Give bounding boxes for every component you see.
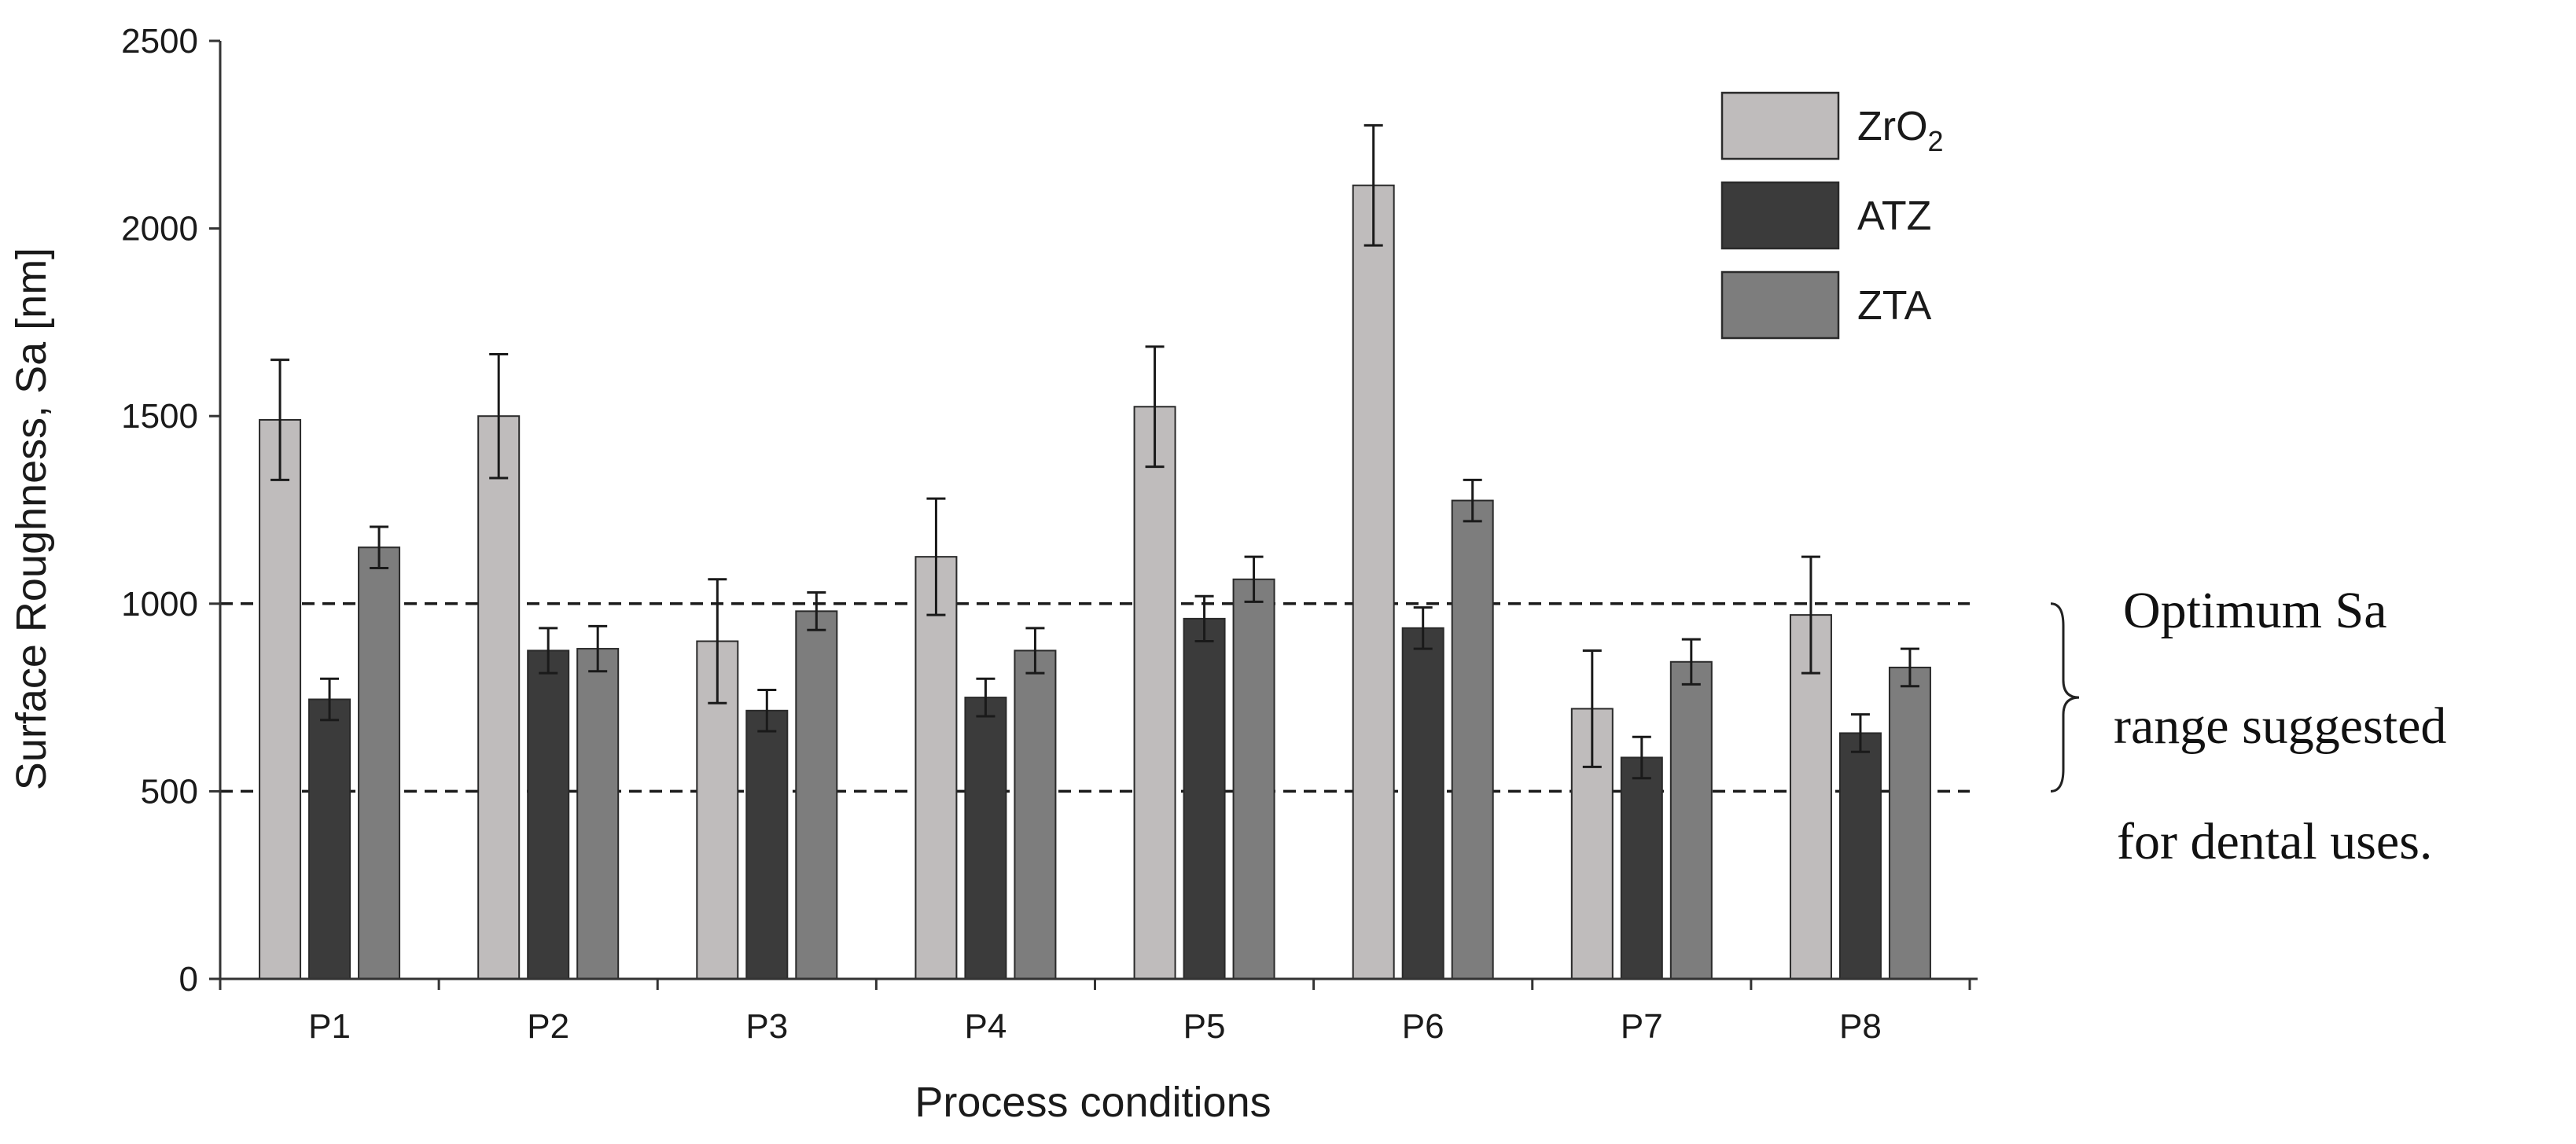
x-tick-label-p2: P2	[527, 1007, 569, 1046]
y-tick-labels: 0 500 1000 1500 2000 2500	[121, 22, 198, 999]
error-bar-zro2-p7	[1582, 649, 1602, 768]
bar-atz-p2	[527, 649, 570, 980]
bar-zta-p8	[1888, 666, 1931, 980]
legend-label-zro2: ZrO2	[1857, 104, 1944, 157]
bar-zta-p1	[358, 546, 401, 980]
axes	[209, 39, 1978, 990]
x-tick-label-p1: P1	[308, 1007, 351, 1046]
x-tick-label-p4: P4	[965, 1007, 1007, 1046]
optimum-range-annotation: Optimum Sa range suggested for dental us…	[2050, 582, 2446, 870]
error-bar-zta-p7	[1681, 638, 1701, 686]
legend-item-zta: ZTA	[1720, 270, 1932, 340]
y-axis-title: Surface Roughness, Sa [nm]	[8, 248, 55, 790]
error-bar-zta-p3	[807, 590, 826, 631]
annotation-line-1: Optimum Sa	[2123, 582, 2387, 639]
error-bar-atz-p1	[320, 677, 340, 722]
y-tick-label-2000: 2000	[121, 210, 198, 248]
bar-atz-p1	[308, 698, 351, 980]
y-tick-label-0: 0	[179, 960, 198, 999]
error-bar-atz-p6	[1413, 606, 1433, 650]
legend-item-atz: ATZ	[1720, 181, 1931, 250]
x-tick-labels: P1 P2 P3 P4 P5 P6 P7 P8	[308, 1007, 1882, 1046]
x-tick-label-p5: P5	[1183, 1007, 1226, 1046]
error-bar-atz-p4	[976, 677, 995, 718]
bar-zro2-p6	[1352, 184, 1395, 980]
bar-zta-p3	[795, 610, 838, 980]
error-bar-zro2-p6	[1363, 123, 1383, 247]
bar-atz-p8	[1838, 732, 1882, 980]
legend-swatch-zta	[1720, 270, 1840, 340]
bar-zro2-p2	[477, 415, 521, 980]
bar-zro2-p1	[259, 418, 302, 980]
error-bar-zro2-p2	[489, 352, 509, 480]
annotation-line-3: for dental uses.	[2117, 813, 2432, 870]
legend-swatch-atz	[1720, 181, 1840, 250]
error-bar-zta-p1	[370, 525, 389, 569]
error-bar-atz-p2	[539, 627, 558, 675]
error-bars-group	[270, 123, 1919, 780]
error-bar-zta-p5	[1244, 555, 1264, 603]
bar-zro2-p5	[1133, 406, 1176, 980]
y-tick-label-1500: 1500	[121, 397, 198, 436]
error-bar-atz-p8	[1850, 713, 1870, 753]
error-bar-zta-p4	[1025, 627, 1045, 675]
error-bar-zro2-p1	[270, 359, 290, 481]
bars-group	[259, 184, 1931, 980]
bar-zta-p4	[1014, 649, 1057, 980]
legend-label-atz: ATZ	[1857, 193, 1931, 239]
error-bar-zta-p8	[1900, 647, 1919, 688]
x-tick-label-p7: P7	[1621, 1007, 1663, 1046]
error-bar-zro2-p5	[1145, 345, 1165, 469]
legend-label-zta: ZTA	[1857, 283, 1932, 329]
bar-zta-p2	[576, 648, 620, 980]
bar-zta-p6	[1451, 499, 1494, 980]
legend-item-zro2: ZrO2	[1720, 91, 1944, 160]
y-tick-label-500: 500	[141, 772, 198, 811]
range-brace	[2050, 602, 2080, 793]
bar-atz-p6	[1401, 627, 1444, 980]
bar-atz-p4	[964, 697, 1007, 980]
error-bar-zro2-p8	[1801, 555, 1820, 675]
bar-atz-p7	[1620, 756, 1663, 980]
legend: ZrO2 ATZ ZTA	[1720, 91, 1944, 340]
error-bar-zta-p2	[588, 624, 608, 673]
y-tick-label-2500: 2500	[121, 22, 198, 61]
x-tick-label-p6: P6	[1402, 1007, 1444, 1046]
error-bar-zro2-p3	[708, 578, 727, 704]
y-tick-label-1000: 1000	[121, 585, 198, 623]
annotation-line-2: range suggested	[2114, 697, 2446, 755]
legend-swatch-zro2	[1720, 91, 1840, 160]
bar-zro2-p4	[914, 556, 958, 980]
x-tick-label-p3: P3	[745, 1007, 788, 1046]
error-bar-atz-p3	[757, 689, 777, 733]
x-axis-title: Process conditions	[914, 1079, 1271, 1126]
error-bar-zta-p6	[1463, 478, 1482, 523]
bar-atz-p3	[745, 709, 789, 980]
error-bar-atz-p7	[1632, 735, 1651, 780]
error-bar-atz-p5	[1194, 594, 1214, 643]
bar-atz-p5	[1183, 617, 1226, 980]
error-bar-zro2-p4	[926, 497, 946, 616]
x-tick-label-p8: P8	[1839, 1007, 1882, 1046]
bar-zta-p7	[1669, 660, 1713, 980]
bar-zta-p5	[1232, 578, 1275, 980]
